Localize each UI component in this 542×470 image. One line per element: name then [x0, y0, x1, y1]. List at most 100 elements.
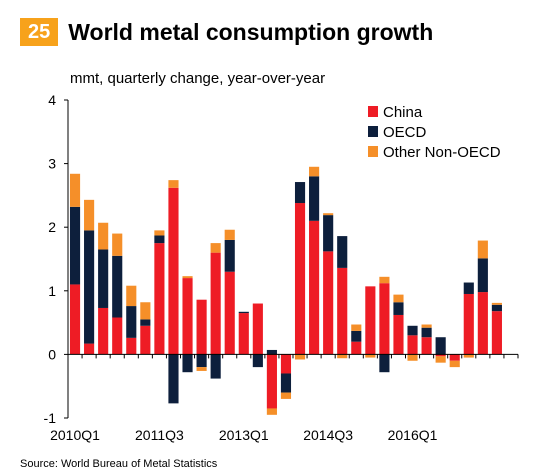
bar-other-non-oecd	[393, 294, 404, 303]
bar-china	[435, 354, 446, 357]
bar-oecd	[309, 176, 320, 221]
y-tick-label: 4	[48, 92, 56, 108]
legend-label: OECD	[383, 124, 427, 141]
y-tick-label: 2	[48, 219, 56, 235]
bar-other-non-oecd	[449, 360, 460, 368]
y-tick-label: 3	[48, 156, 56, 172]
x-tick-label: 2011Q3	[135, 427, 184, 443]
bar-oecd	[168, 354, 179, 404]
bar-other-non-oecd	[477, 240, 488, 259]
bar-other-non-oecd	[154, 230, 165, 236]
bar-china	[98, 307, 109, 355]
bar-other-non-oecd	[196, 367, 207, 371]
legend-label: China	[383, 104, 423, 121]
bar-china	[365, 286, 376, 355]
bar-other-non-oecd	[140, 302, 151, 320]
bar-china	[280, 354, 292, 374]
bar-other-non-oecd	[421, 324, 432, 328]
bar-oecd	[154, 235, 165, 244]
bar-oecd	[379, 354, 390, 373]
bar-oecd	[224, 239, 235, 272]
bar-other-non-oecd	[365, 354, 376, 358]
x-tick-label: 2010Q1	[50, 427, 100, 443]
bar-china	[168, 187, 179, 355]
bar-oecd	[98, 249, 109, 308]
bar-china	[463, 293, 474, 355]
bar-china	[252, 303, 263, 355]
bar-china	[210, 252, 221, 355]
bar-other-non-oecd	[379, 276, 390, 284]
bar-china	[196, 299, 207, 355]
bar-oecd	[126, 306, 137, 338]
bar-other-non-oecd	[435, 356, 446, 363]
source-note: Source: World Bureau of Metal Statistics	[20, 458, 218, 470]
bar-china	[379, 283, 390, 355]
bar-other-non-oecd	[294, 354, 306, 360]
chart-header: 25 World metal consumption growth	[20, 18, 433, 46]
bar-china	[140, 325, 151, 355]
bar-oecd	[351, 330, 362, 342]
bar-china	[477, 292, 488, 355]
bar-china	[421, 337, 432, 355]
bar-other-non-oecd	[126, 285, 137, 307]
bar-other-non-oecd	[84, 199, 95, 231]
bar-oecd	[112, 255, 123, 318]
x-tick-label: 2014Q3	[303, 427, 353, 443]
bar-oecd	[210, 354, 221, 379]
bar-other-non-oecd	[69, 173, 81, 207]
x-tick-label: 2016Q1	[388, 427, 438, 443]
bar-china	[182, 278, 193, 355]
bar-oecd	[266, 349, 277, 355]
bar-china	[393, 314, 404, 355]
bar-oecd	[238, 311, 249, 314]
bar-china	[407, 335, 418, 355]
y-tick-label: 0	[48, 346, 56, 362]
bar-other-non-oecd	[98, 222, 109, 250]
bar-oecd	[323, 215, 334, 252]
x-tick-label: 2013Q1	[219, 427, 269, 443]
bar-china	[309, 220, 320, 355]
bar-other-non-oecd	[210, 243, 221, 253]
bar-oecd	[196, 354, 207, 368]
bar-other-non-oecd	[309, 166, 320, 177]
bar-oecd	[140, 319, 151, 326]
bar-oecd	[477, 258, 488, 293]
bar-other-non-oecd	[463, 354, 474, 358]
bar-china	[266, 354, 277, 409]
legend-swatch	[368, 106, 378, 117]
bar-oecd	[69, 206, 81, 285]
bar-china	[224, 271, 235, 355]
bar-china	[351, 341, 362, 355]
bar-china	[449, 354, 460, 361]
bar-other-non-oecd	[182, 276, 193, 279]
bar-other-non-oecd	[323, 213, 334, 216]
bar-oecd	[407, 325, 418, 336]
bar-oecd	[421, 327, 432, 338]
bar-china	[337, 267, 348, 355]
bar-other-non-oecd	[224, 229, 235, 240]
bar-oecd	[491, 304, 502, 312]
bar-china	[238, 313, 249, 355]
bar-other-non-oecd	[112, 233, 123, 256]
figure-number-badge: 25	[20, 18, 59, 46]
bar-china	[126, 337, 137, 355]
bar-oecd	[393, 302, 404, 315]
bar-china	[69, 284, 81, 355]
bar-oecd	[182, 354, 193, 373]
units-label: mmt, quarterly change, year-over-year	[70, 70, 326, 87]
chart-title: World metal consumption growth	[68, 18, 434, 45]
legend-swatch	[368, 146, 378, 157]
bar-china	[154, 243, 165, 355]
bar-other-non-oecd	[266, 408, 277, 415]
y-tick-label: -1	[44, 410, 57, 426]
bar-oecd	[337, 236, 348, 268]
bar-oecd	[435, 337, 446, 355]
legend-label: Other Non-OECD	[383, 144, 501, 161]
bar-china	[294, 203, 306, 355]
bar-oecd	[294, 182, 306, 204]
bar-china	[84, 343, 95, 355]
bar-other-non-oecd	[337, 354, 348, 359]
bar-oecd	[252, 354, 263, 368]
bar-china	[491, 311, 502, 355]
